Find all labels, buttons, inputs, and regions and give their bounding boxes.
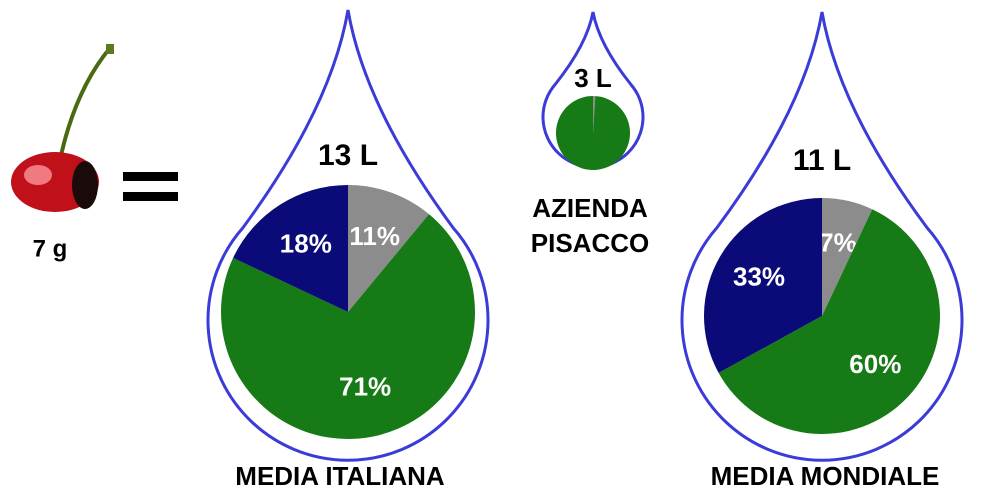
pie-slice (556, 96, 630, 170)
slice-label: 71% (339, 372, 391, 402)
slice-label: 18% (280, 228, 332, 258)
cherry-weight: 7 g (33, 235, 68, 262)
drop-caption: AZIENDA (532, 193, 648, 223)
drop-title: 3 L (574, 63, 612, 93)
slice-label: 60% (849, 349, 901, 379)
cherry (11, 44, 114, 212)
drop-caption: MEDIA MONDIALE (711, 461, 940, 491)
cherry-stem-tip (106, 44, 114, 54)
slice-label: 33% (733, 262, 785, 292)
slice-label: 11% (349, 221, 400, 251)
infographic: 7 g 11% 71% 18% 13 L MEDIA ITALIANA 3 L AZIEND… (0, 0, 990, 498)
equals-bottom (123, 192, 178, 201)
drop-caption: PISACCO (531, 228, 649, 258)
cherry-highlight (24, 165, 52, 185)
slice-label: 7% (819, 227, 857, 257)
cherry-stem (60, 48, 110, 160)
drop-title: 13 L (318, 139, 378, 172)
cherry-shadow (72, 161, 98, 209)
equals-top (123, 172, 178, 181)
drop-title: 11 L (793, 144, 851, 177)
drop-caption: MEDIA ITALIANA (235, 461, 445, 491)
